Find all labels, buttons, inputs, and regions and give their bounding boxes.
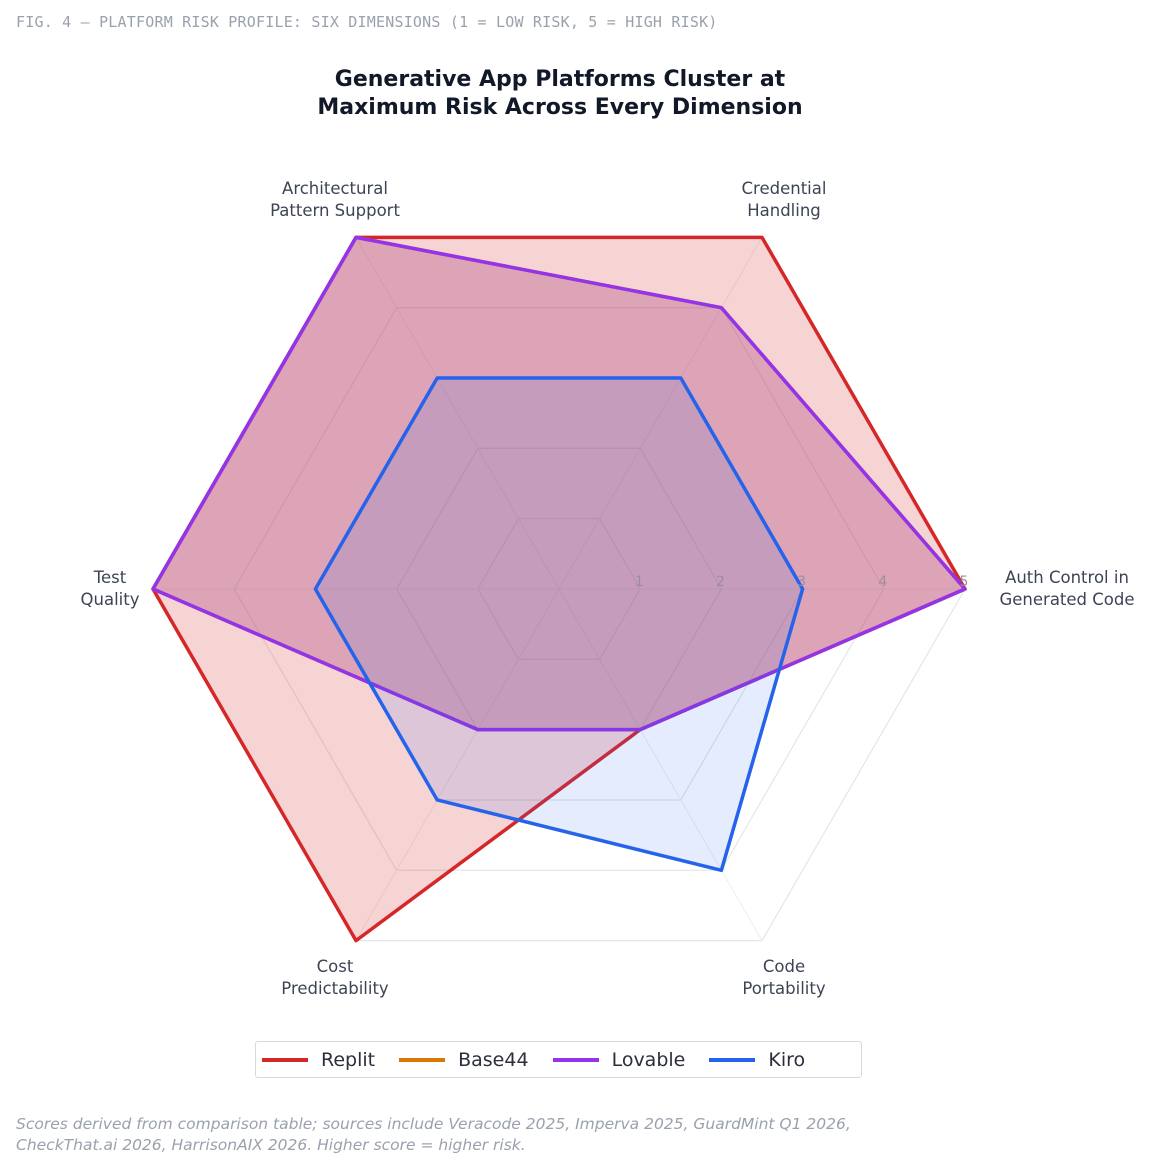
legend-label-kiro: Kiro xyxy=(768,1048,806,1071)
tick-label-3: 3 xyxy=(797,574,806,590)
legend-item-kiro[interactable]: Kiro xyxy=(709,1049,805,1071)
legend-swatch-kiro xyxy=(709,1057,756,1062)
grid-spoke-6 xyxy=(558,588,763,941)
chart-title-line-2: Maximum Risk Across Every Dimension xyxy=(317,95,803,120)
axis-label-5: Cost Predictability xyxy=(281,957,389,998)
legend-item-base44[interactable]: Base44 xyxy=(399,1048,529,1071)
chart-title-line-1: Generative App Platforms Cluster at xyxy=(334,67,786,92)
legend: Replit Base44 Lovable Kiro xyxy=(255,1041,862,1078)
axis-label-2: Credential Handling xyxy=(742,179,827,220)
tick-label-5: 5 xyxy=(960,574,969,590)
grid-spoke-2 xyxy=(558,237,763,590)
legend-item-replit[interactable]: Replit xyxy=(262,1049,375,1071)
axis-label-1: Auth Control in Generated Code xyxy=(999,568,1134,609)
tick-label-2: 2 xyxy=(716,574,725,590)
chart-title: Generative App Platforms Cluster at Maxi… xyxy=(0,66,1120,122)
axis-label-6: Code Portability xyxy=(742,957,826,998)
tick-label-1: 1 xyxy=(635,574,644,590)
tick-label-4: 4 xyxy=(878,574,887,590)
legend-label-base44: Base44 xyxy=(458,1048,529,1071)
legend-item-lovable[interactable]: Lovable xyxy=(552,1048,686,1071)
series-kiro xyxy=(313,376,805,873)
legend-swatch-replit xyxy=(262,1057,308,1062)
legend-swatch-base44 xyxy=(399,1057,446,1062)
axis-label-3: Architectural Pattern Support xyxy=(270,179,400,220)
axis-label-4: Test Quality xyxy=(81,568,140,609)
legend-label-replit: Replit xyxy=(321,1048,376,1071)
series-lovable xyxy=(151,235,967,732)
footnote-line-1: Scores derived from comparison table; so… xyxy=(16,1115,851,1133)
footnote: Scores derived from comparison table; so… xyxy=(16,1114,1116,1156)
figure-label: FIG. 4 — PLATFORM RISK PROFILE: SIX DIME… xyxy=(16,13,718,31)
footnote-line-2: CheckThat.ai 2026, HarrisonAIX 2026. Hig… xyxy=(16,1136,526,1154)
legend-swatch-lovable xyxy=(552,1057,599,1062)
radar-chart: 1 2 3 4 5 Auth Control in Generated Code Creden… xyxy=(81,179,1135,998)
grid-spoke-3 xyxy=(355,237,560,590)
grid-spoke-5 xyxy=(355,588,560,941)
legend-label-lovable: Lovable xyxy=(611,1048,686,1071)
